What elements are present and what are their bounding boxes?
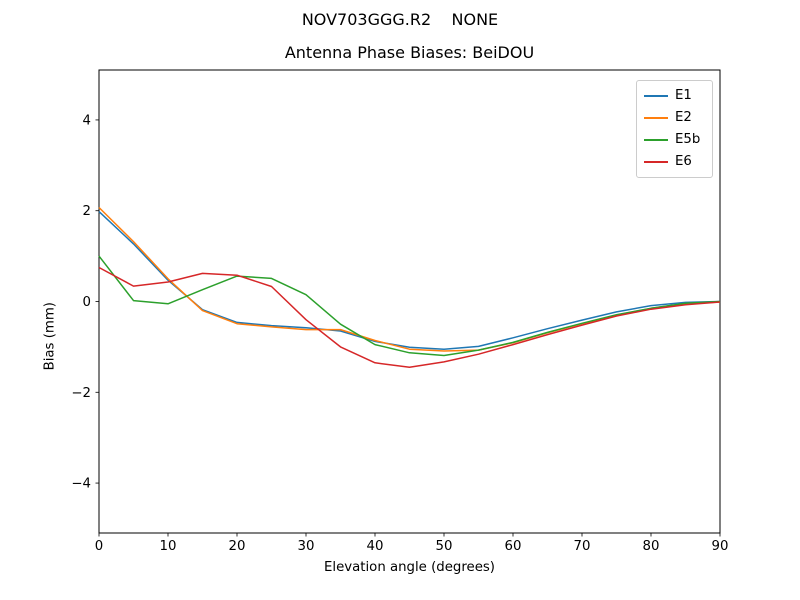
x-tick-label: 70 xyxy=(574,539,591,554)
y-tick-label: −4 xyxy=(71,477,91,492)
y-tick-label: −2 xyxy=(71,386,91,401)
x-tick-label: 40 xyxy=(367,539,384,554)
legend-label: E2 xyxy=(675,110,692,126)
x-tick-label: 30 xyxy=(298,539,315,554)
y-tick-label: 0 xyxy=(83,295,91,310)
legend-item-E2: E2 xyxy=(644,107,704,129)
legend-line-E6 xyxy=(644,161,668,163)
y-tick-label: 4 xyxy=(83,113,91,128)
legend-item-E6: E6 xyxy=(644,151,704,173)
x-tick-label: 0 xyxy=(95,539,103,554)
legend-label: E1 xyxy=(675,88,692,104)
chart-title: Antenna Phase Biases: BeiDOU xyxy=(284,43,535,62)
series-line-E6 xyxy=(98,266,721,369)
legend-line-E1 xyxy=(644,95,668,97)
series-line-E5b xyxy=(98,255,721,357)
x-axis-ticks: 0 10 20 30 40 50 60 70 80 90 xyxy=(95,533,729,554)
x-tick-label: 80 xyxy=(643,539,660,554)
legend-label: E6 xyxy=(675,154,692,170)
x-tick-label: 50 xyxy=(436,539,453,554)
y-tick-label: 2 xyxy=(83,204,91,219)
series-line-E1 xyxy=(98,211,721,350)
series-line-E2 xyxy=(98,206,721,352)
legend: E1 E2 E5b E6 xyxy=(636,80,713,178)
x-axis-label: Elevation angle (degrees) xyxy=(323,560,495,575)
x-tick-label: 10 xyxy=(160,539,177,554)
legend-line-E2 xyxy=(644,117,668,119)
y-axis-ticks: −4 −2 0 2 4 xyxy=(71,113,99,492)
x-tick-label: 90 xyxy=(712,539,729,554)
x-tick-label: 60 xyxy=(505,539,522,554)
legend-item-E1: E1 xyxy=(644,85,704,107)
x-tick-label: 20 xyxy=(229,539,246,554)
legend-item-E5b: E5b xyxy=(644,129,704,151)
legend-line-E5b xyxy=(644,139,668,141)
legend-label: E5b xyxy=(675,132,701,148)
figure-suptitle: NOV703GGG.R2 NONE xyxy=(301,10,499,29)
